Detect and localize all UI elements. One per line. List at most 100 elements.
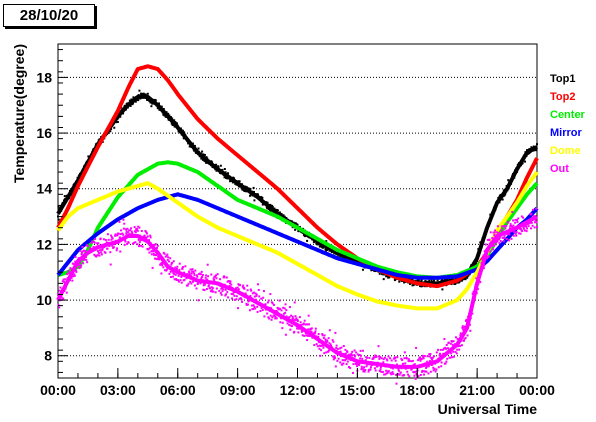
series-point-out — [534, 215, 537, 218]
series-point-out — [248, 299, 251, 302]
series-point-top1 — [506, 189, 509, 192]
series-point-out — [403, 357, 406, 360]
series-point-top1 — [228, 175, 231, 178]
series-point-out — [144, 236, 147, 239]
series-point-top1 — [466, 276, 469, 279]
series-point-out — [298, 324, 301, 327]
series-point-out — [480, 268, 483, 271]
series-point-out — [163, 269, 166, 272]
series-point-top1 — [409, 282, 412, 285]
series-point-out — [506, 229, 509, 232]
series-point-top1 — [256, 193, 259, 196]
series-point-out — [435, 361, 438, 364]
series-point-out — [333, 355, 336, 358]
series-point-top1 — [219, 171, 222, 174]
series-point-out — [447, 341, 450, 344]
series-point-out — [385, 358, 388, 361]
series-point-out — [359, 354, 362, 357]
series-point-top1 — [202, 153, 205, 156]
series-point-out — [133, 233, 136, 236]
series-point-out — [101, 249, 104, 252]
series-point-out — [124, 240, 127, 243]
series-point-out — [304, 332, 307, 335]
series-point-out — [296, 318, 299, 321]
series-point-out — [288, 316, 291, 319]
series-point-out — [389, 372, 392, 375]
series-point-out — [461, 326, 464, 329]
series-point-out — [269, 314, 272, 317]
series-point-out — [88, 249, 91, 252]
series-point-out — [466, 321, 469, 324]
series-point-out — [177, 274, 180, 277]
series-point-top1 — [116, 120, 119, 123]
series-point-top1 — [189, 143, 192, 146]
series-point-top1 — [284, 216, 287, 219]
series-point-out — [62, 280, 65, 283]
series-point-out — [507, 220, 510, 223]
series-point-out — [83, 253, 86, 256]
series-point-top1 — [487, 223, 490, 226]
series-point-top1 — [294, 222, 297, 225]
series-point-top1 — [243, 185, 246, 188]
series-point-top1 — [216, 169, 219, 172]
series-point-top1 — [424, 280, 427, 283]
series-point-top1 — [117, 116, 120, 119]
series-point-out — [98, 249, 101, 252]
series-dome — [56, 170, 539, 311]
series-point-out — [392, 365, 395, 368]
series-point-out — [533, 215, 536, 218]
series-point-top1 — [71, 186, 74, 189]
series-point-out — [224, 288, 227, 291]
series-point-top1 — [412, 284, 415, 287]
series-point-top1 — [361, 268, 364, 271]
series-point-top1 — [131, 100, 134, 103]
series-point-out — [436, 360, 439, 363]
series-point-out — [444, 362, 447, 365]
series-point-out — [219, 284, 222, 287]
series-point-out — [520, 227, 523, 230]
series-point-out — [272, 303, 275, 306]
series-point-out — [115, 249, 118, 252]
series-point-out — [162, 266, 165, 269]
series-point-out — [211, 289, 214, 292]
series-point-top1 — [170, 118, 173, 121]
series-point-out — [325, 351, 328, 354]
series-point-out — [512, 224, 515, 227]
series-point-out — [280, 309, 283, 312]
series-point-out — [433, 360, 436, 363]
series-point-out — [312, 333, 315, 336]
series-point-out — [498, 236, 501, 239]
series-point-top1 — [516, 170, 519, 173]
series-point-top1 — [172, 120, 175, 123]
series-point-out — [329, 343, 332, 346]
series-point-out — [299, 325, 302, 328]
series-point-top1 — [72, 188, 75, 191]
series-point-out — [268, 317, 271, 320]
series-point-out — [323, 352, 326, 355]
series-point-out — [308, 323, 311, 326]
series-point-out — [328, 342, 331, 345]
series-point-out — [164, 261, 167, 264]
series-point-out — [497, 232, 500, 235]
series-point-out — [248, 309, 251, 312]
series-point-out — [64, 285, 67, 288]
series-point-out — [395, 382, 398, 385]
series-point-top1 — [188, 140, 191, 143]
series-point-top1 — [156, 105, 159, 108]
series-point-out — [72, 269, 75, 272]
series-point-out — [62, 278, 65, 281]
y-tick-label: 12 — [36, 236, 52, 252]
series-point-out — [331, 339, 334, 342]
date-label: 28/10/20 — [3, 4, 95, 27]
series-point-top1 — [133, 98, 136, 101]
series-point-out — [65, 282, 68, 285]
series-point-top1 — [524, 160, 527, 163]
series-point-out — [471, 312, 474, 315]
series-point-top1 — [199, 152, 202, 155]
series-point-top1 — [248, 194, 251, 197]
series-point-out — [250, 297, 253, 300]
series-point-out — [346, 350, 349, 353]
series-point-out — [79, 266, 82, 269]
series-point-out — [321, 334, 324, 337]
series-point-out — [361, 367, 364, 370]
